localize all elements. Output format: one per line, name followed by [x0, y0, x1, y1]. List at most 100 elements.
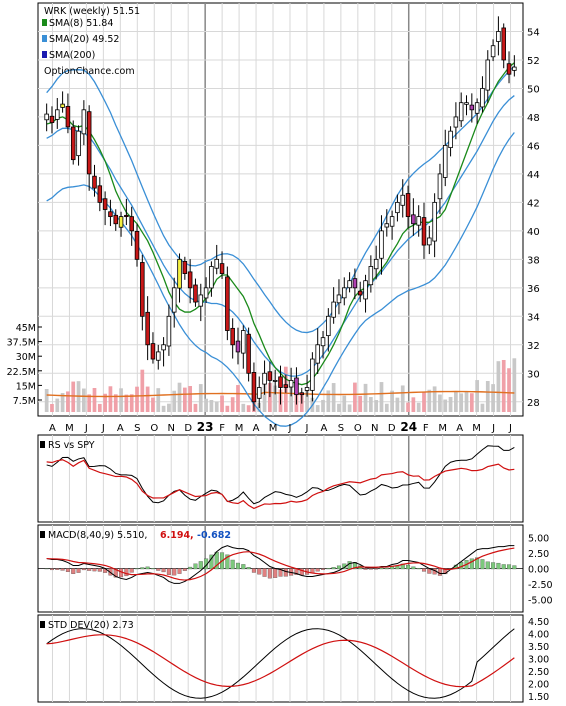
- candle-body: [469, 104, 475, 111]
- macd-histogram-bar: [230, 559, 235, 570]
- macd-tick-label: 0.00: [528, 565, 549, 576]
- candle-body: [421, 217, 427, 246]
- candle-body: [251, 372, 257, 403]
- macd-histogram-bar: [315, 568, 320, 572]
- y-tick-label: 28: [527, 398, 540, 409]
- y-tick-label: 50: [527, 84, 540, 95]
- volume-tick-label: 45M: [16, 323, 36, 334]
- volume-bar: [358, 395, 363, 412]
- macd-histogram-bar: [384, 567, 389, 570]
- macd-histogram-bar: [411, 566, 416, 570]
- candle-body: [352, 278, 358, 289]
- candle-body: [161, 344, 166, 351]
- volume-bar: [438, 394, 442, 412]
- macd-histogram-bar: [469, 558, 474, 570]
- macd-histogram-bar: [92, 568, 97, 572]
- candle-body: [278, 376, 283, 388]
- candle-body: [246, 333, 251, 374]
- candle-body: [55, 109, 60, 120]
- candle-body: [230, 327, 235, 346]
- x-tick-label: 24: [400, 420, 417, 434]
- candle-body: [363, 280, 368, 300]
- x-tick-label: A: [49, 423, 56, 434]
- volume-bar: [161, 405, 166, 412]
- candle-body: [347, 280, 352, 289]
- candle-body: [379, 230, 384, 259]
- volume-bar: [347, 404, 352, 412]
- x-tick-label: J: [491, 423, 495, 434]
- candle-body: [336, 294, 342, 304]
- volume-bar: [491, 384, 495, 412]
- candle-body: [129, 216, 134, 232]
- candle-body: [102, 198, 108, 210]
- candle-body: [368, 266, 374, 286]
- macd-histogram-bar: [437, 568, 442, 576]
- volume-bar: [246, 405, 251, 412]
- macd-histogram-bar: [193, 563, 198, 570]
- candle-body: [118, 216, 124, 228]
- y-tick-label: 34: [527, 312, 540, 323]
- attribution: OptionChance.com: [44, 66, 135, 77]
- candle-body: [272, 379, 278, 382]
- candlesticks: [44, 16, 517, 411]
- x-tick-label: M: [235, 423, 244, 434]
- candle-body: [416, 216, 421, 226]
- stddev-title: STD DEV(20) 2.73: [48, 620, 134, 631]
- bollinger-lower: [46, 132, 515, 427]
- candle-body: [81, 109, 87, 135]
- macd-tick-label: 5.00: [528, 533, 549, 544]
- x-tick-label: J: [101, 423, 105, 434]
- x-tick-label: A: [456, 423, 463, 434]
- candle-body: [474, 102, 480, 114]
- candle-body: [219, 263, 225, 274]
- candle-body: [501, 27, 506, 61]
- volume-bar: [103, 393, 107, 412]
- volume-bar: [485, 381, 490, 412]
- x-tick-label: A: [320, 423, 327, 434]
- volume-bar: [268, 382, 272, 412]
- volume-bar: [198, 384, 203, 412]
- y-tick-label: 38: [527, 255, 540, 266]
- candle-body: [44, 113, 49, 121]
- macd-histogram-bar: [97, 568, 102, 572]
- volume-bar: [214, 401, 219, 412]
- volume-bar: [406, 402, 410, 412]
- macd-histogram-bar: [166, 568, 171, 575]
- x-tick-label: M: [269, 423, 278, 434]
- y-tick-label: 54: [527, 27, 540, 38]
- macd-title: MACD(8,40,9) 5.510,: [48, 530, 147, 541]
- macd-histogram-bar: [71, 568, 76, 574]
- volume-bar: [50, 403, 54, 412]
- candle-body: [432, 201, 437, 242]
- stddev-tick-label: 3.00: [528, 655, 549, 666]
- x-tick-label: S: [338, 423, 344, 434]
- stddev-swatch: [40, 621, 45, 628]
- volume-bar: [151, 397, 155, 412]
- volume-bar: [416, 402, 421, 412]
- volume-bar: [379, 382, 384, 412]
- x-tick-label: 23: [197, 420, 214, 434]
- rs-panel-frame: [37, 434, 524, 523]
- candle-body: [209, 266, 214, 289]
- candle-body: [203, 287, 209, 299]
- macd-tick-label: -5.00: [528, 596, 553, 607]
- volume-bar: [225, 405, 230, 412]
- stddev-tick-label: 2.50: [528, 667, 549, 678]
- y-tick-label: 42: [527, 198, 540, 209]
- macd-histogram-bar: [480, 559, 485, 570]
- volume-bar: [140, 369, 145, 412]
- volume-bar: [427, 389, 432, 412]
- volume-bar: [469, 393, 474, 412]
- macd-histogram-bar: [374, 568, 379, 570]
- volume-tick-label: 37.5M: [7, 338, 36, 349]
- macd-histogram-bar: [124, 568, 129, 577]
- volume-bar: [241, 403, 246, 412]
- macd-histogram-bar: [81, 568, 86, 571]
- macd-histogram-bar: [246, 567, 251, 570]
- candle-body: [187, 271, 193, 289]
- volume-bar: [326, 390, 331, 412]
- candle-body: [453, 116, 459, 128]
- macd-histogram-bar: [262, 568, 267, 577]
- macd-histogram-bar: [60, 568, 65, 571]
- candle-body: [320, 337, 326, 347]
